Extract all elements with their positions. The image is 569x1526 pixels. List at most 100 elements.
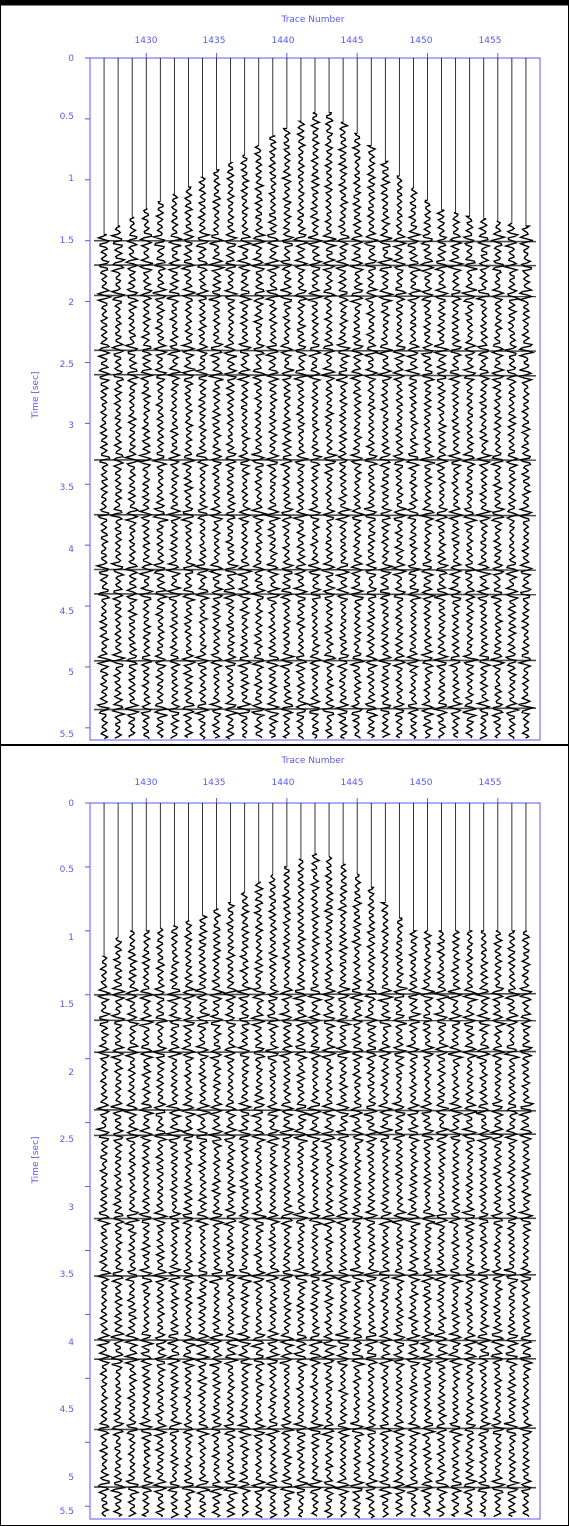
reflector-event bbox=[93, 1427, 537, 1431]
trace-wiggle bbox=[474, 930, 494, 1518]
trace-wiggle bbox=[122, 216, 141, 738]
trace-wiggle bbox=[321, 112, 339, 739]
y-tick-label: 2.5 bbox=[60, 1135, 74, 1145]
trace-wiggle bbox=[403, 187, 423, 740]
reflector-event bbox=[93, 1274, 537, 1277]
trace-wiggle bbox=[263, 135, 282, 739]
x-tick-label: 1440 bbox=[272, 36, 295, 46]
x-tick-labels: 1430 1435 1440 1445 1450 1455 bbox=[135, 36, 502, 46]
trace-wiggle bbox=[109, 225, 128, 739]
y-tick-label: 1 bbox=[68, 174, 74, 184]
x-tick-label: 1445 bbox=[341, 778, 364, 788]
x-axis-title: Trace Number bbox=[281, 15, 345, 25]
trace-wiggle bbox=[460, 930, 480, 1518]
y-tick-label: 4 bbox=[68, 545, 74, 555]
x-tick-label: 1445 bbox=[341, 36, 364, 46]
trace-wiggle bbox=[516, 225, 536, 739]
trace-wiggle bbox=[417, 930, 438, 1517]
reflector-event bbox=[93, 707, 537, 711]
reflector-event bbox=[93, 1109, 537, 1112]
x-tick-label: 1435 bbox=[203, 36, 226, 46]
y-tick-labels: 0 0.5 1 1.5 2 2.5 3 3.5 4 4.5 5 5.5 bbox=[60, 54, 75, 740]
trace-wiggle bbox=[362, 886, 381, 1519]
trace-wiggle bbox=[502, 222, 522, 739]
trace-wiggle bbox=[94, 233, 114, 740]
y-tick-label: 1 bbox=[68, 933, 74, 943]
seismic-panel-top: Trace Number 1430 1435 1440 1445 1450 14… bbox=[31, 15, 541, 741]
trace-wiggle bbox=[333, 863, 353, 1518]
trace-wiggle bbox=[164, 193, 185, 739]
trace-wiggle bbox=[348, 873, 367, 1519]
reflector-event bbox=[93, 992, 537, 996]
trace-wiggle bbox=[390, 175, 408, 739]
reflector-event bbox=[93, 349, 537, 352]
trace-wiggle bbox=[278, 127, 297, 739]
trace-wiggle bbox=[137, 930, 156, 1518]
trace-wiggle bbox=[222, 902, 240, 1518]
trace-wiggle bbox=[431, 930, 451, 1518]
y-axis-title: Time [sec] bbox=[31, 1136, 41, 1184]
y-tick-label: 5 bbox=[68, 668, 74, 678]
trace-wiggle bbox=[446, 930, 465, 1518]
reflector-event bbox=[93, 593, 537, 596]
trace-wiggle bbox=[291, 858, 311, 1518]
trace-wiggle bbox=[264, 874, 283, 1519]
x-tick-labels: 1430 1435 1440 1445 1450 1455 bbox=[135, 778, 502, 788]
trace-wiggle bbox=[363, 145, 380, 739]
trace-wiggle bbox=[222, 162, 241, 740]
trace-wiggle bbox=[418, 199, 437, 739]
y-tick-label: 3 bbox=[68, 1203, 74, 1213]
trace-wiggle bbox=[277, 866, 296, 1518]
trace-wiggle bbox=[459, 215, 480, 739]
trace-wiggle bbox=[446, 212, 466, 739]
x-tick-label: 1455 bbox=[479, 36, 502, 46]
reflector-event bbox=[93, 239, 537, 243]
y-tick-label: 5.5 bbox=[60, 1507, 74, 1517]
y-tick-label: 4 bbox=[68, 1338, 74, 1348]
trace-wiggle bbox=[179, 186, 197, 739]
y-tick-label: 2.5 bbox=[60, 360, 74, 370]
trace-wiggle bbox=[137, 208, 155, 740]
y-tick-label: 5.5 bbox=[60, 730, 74, 740]
y-tick-label: 5 bbox=[68, 1473, 74, 1483]
x-tick-label: 1430 bbox=[135, 36, 158, 46]
y-tick-label: 1.5 bbox=[60, 1000, 74, 1010]
trace-wiggle bbox=[333, 121, 353, 740]
x-tick-label: 1450 bbox=[410, 36, 433, 46]
trace-wiggle bbox=[234, 891, 254, 1517]
trace-wiggle bbox=[403, 930, 423, 1518]
y-tick-label: 2 bbox=[68, 298, 74, 308]
reflector-event bbox=[93, 1133, 537, 1137]
x-tick-label: 1455 bbox=[479, 778, 502, 788]
trace-wiggle bbox=[207, 169, 227, 739]
trace-wiggle bbox=[164, 925, 184, 1519]
trace-wiggle bbox=[235, 154, 254, 739]
trace-wiggle bbox=[194, 914, 212, 1518]
trace-wiggle bbox=[488, 930, 508, 1518]
y-tick-label: 0 bbox=[68, 799, 74, 809]
x-tick-label: 1450 bbox=[410, 778, 433, 788]
trace-wiggle bbox=[502, 930, 522, 1518]
trace-wiggle bbox=[192, 176, 212, 740]
trace-wiggle bbox=[319, 856, 339, 1519]
reflector-event bbox=[93, 1339, 537, 1342]
y-tick-label: 0.5 bbox=[60, 112, 74, 122]
trace-wiggle bbox=[150, 927, 170, 1518]
trace-wiggle bbox=[150, 201, 170, 739]
y-tick-label: 3.5 bbox=[60, 483, 74, 493]
reflector-event bbox=[93, 264, 537, 267]
y-tick-label: 2 bbox=[68, 1068, 74, 1078]
trace-wiggle bbox=[305, 853, 325, 1517]
wiggle-traces bbox=[85, 53, 537, 740]
wiggle-traces bbox=[85, 798, 537, 1519]
reflector-event bbox=[93, 513, 537, 517]
reflector-event bbox=[93, 1486, 537, 1489]
reflector-event bbox=[93, 294, 537, 298]
y-tick-labels: 0 0.5 1 1.5 2 2.5 3 3.5 4 4.5 5 5.5 bbox=[60, 799, 75, 1517]
y-tick-label: 0 bbox=[68, 54, 74, 64]
x-axis-title: Trace Number bbox=[281, 756, 345, 766]
trace-wiggle bbox=[376, 160, 395, 739]
y-axis-title: Time [sec] bbox=[31, 371, 41, 419]
y-tick-label: 4.5 bbox=[60, 1405, 74, 1415]
